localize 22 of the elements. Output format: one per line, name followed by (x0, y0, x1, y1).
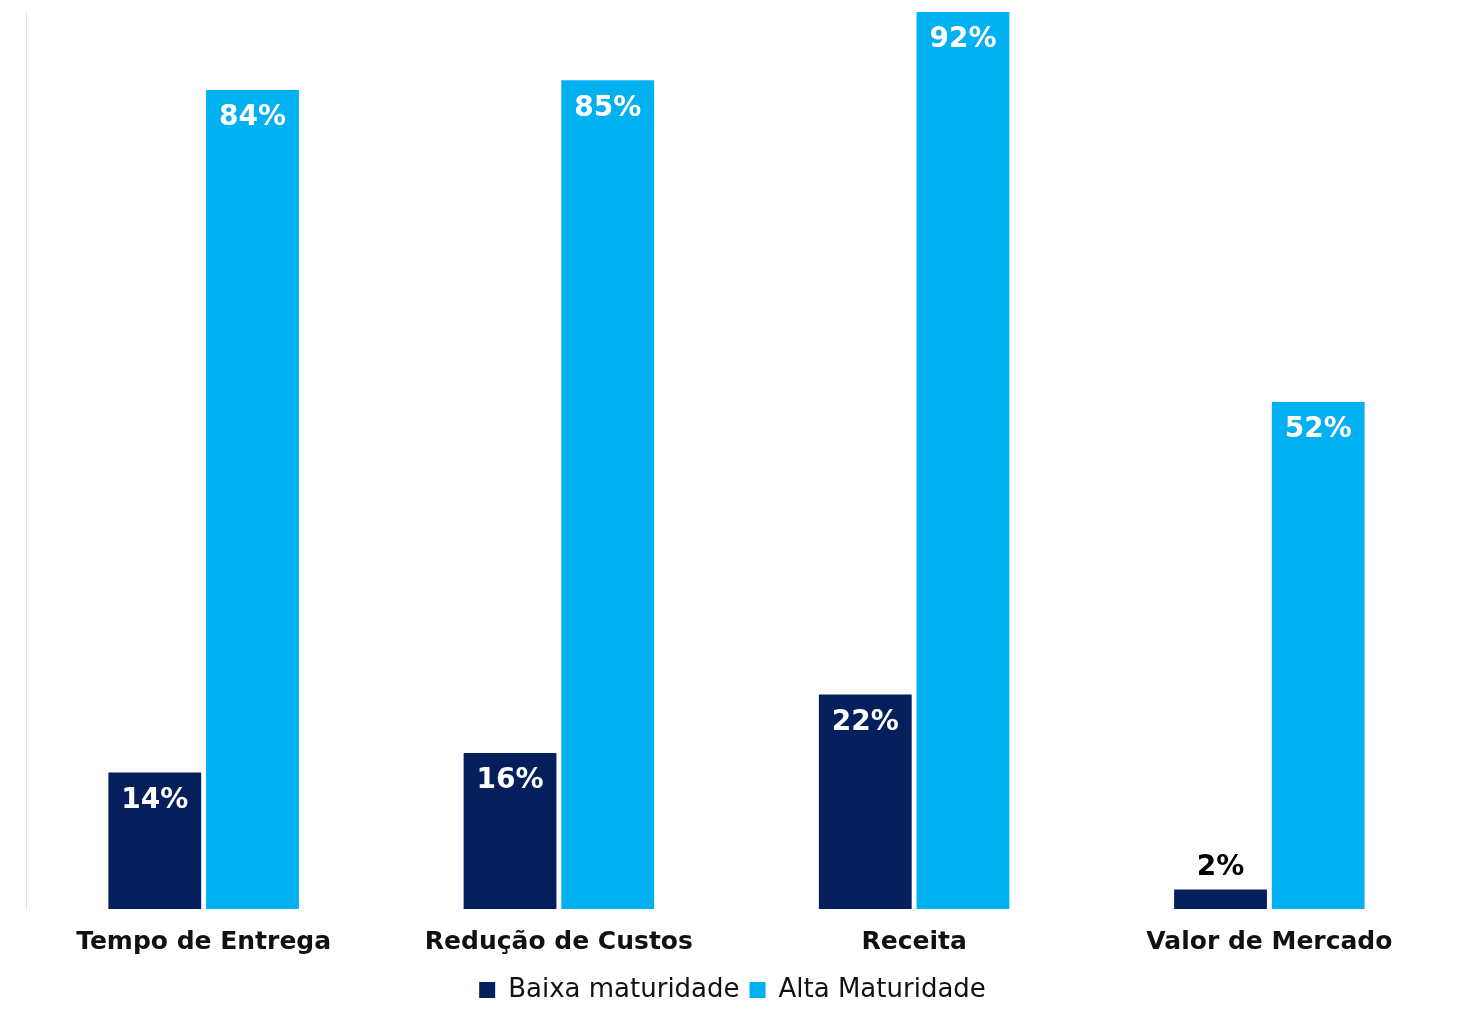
data-label: 85% (574, 89, 642, 123)
bar (561, 80, 655, 909)
data-label: 52% (1284, 411, 1352, 445)
x-tick-label: Receita (861, 925, 967, 955)
bar (818, 694, 912, 909)
bar (1271, 402, 1365, 909)
data-label: 22% (831, 703, 899, 737)
bar (1174, 889, 1267, 909)
x-tick-label: Tempo de Entrega (76, 925, 332, 955)
data-label: 84% (218, 99, 286, 133)
x-tick-label: Valor de Mercado (1146, 925, 1393, 955)
bar (108, 772, 202, 909)
bar (463, 753, 557, 909)
bar (206, 90, 299, 909)
data-label: 14% (121, 781, 189, 815)
legend-label: Baixa maturidade (508, 972, 740, 1003)
legend-label: Alta Maturidade (778, 972, 986, 1003)
data-label: 16% (476, 762, 544, 796)
x-tick-label: Redução de Custos (424, 925, 693, 955)
data-label: 2% (1196, 848, 1245, 882)
data-label: 92% (929, 21, 997, 55)
bar (916, 12, 1010, 909)
